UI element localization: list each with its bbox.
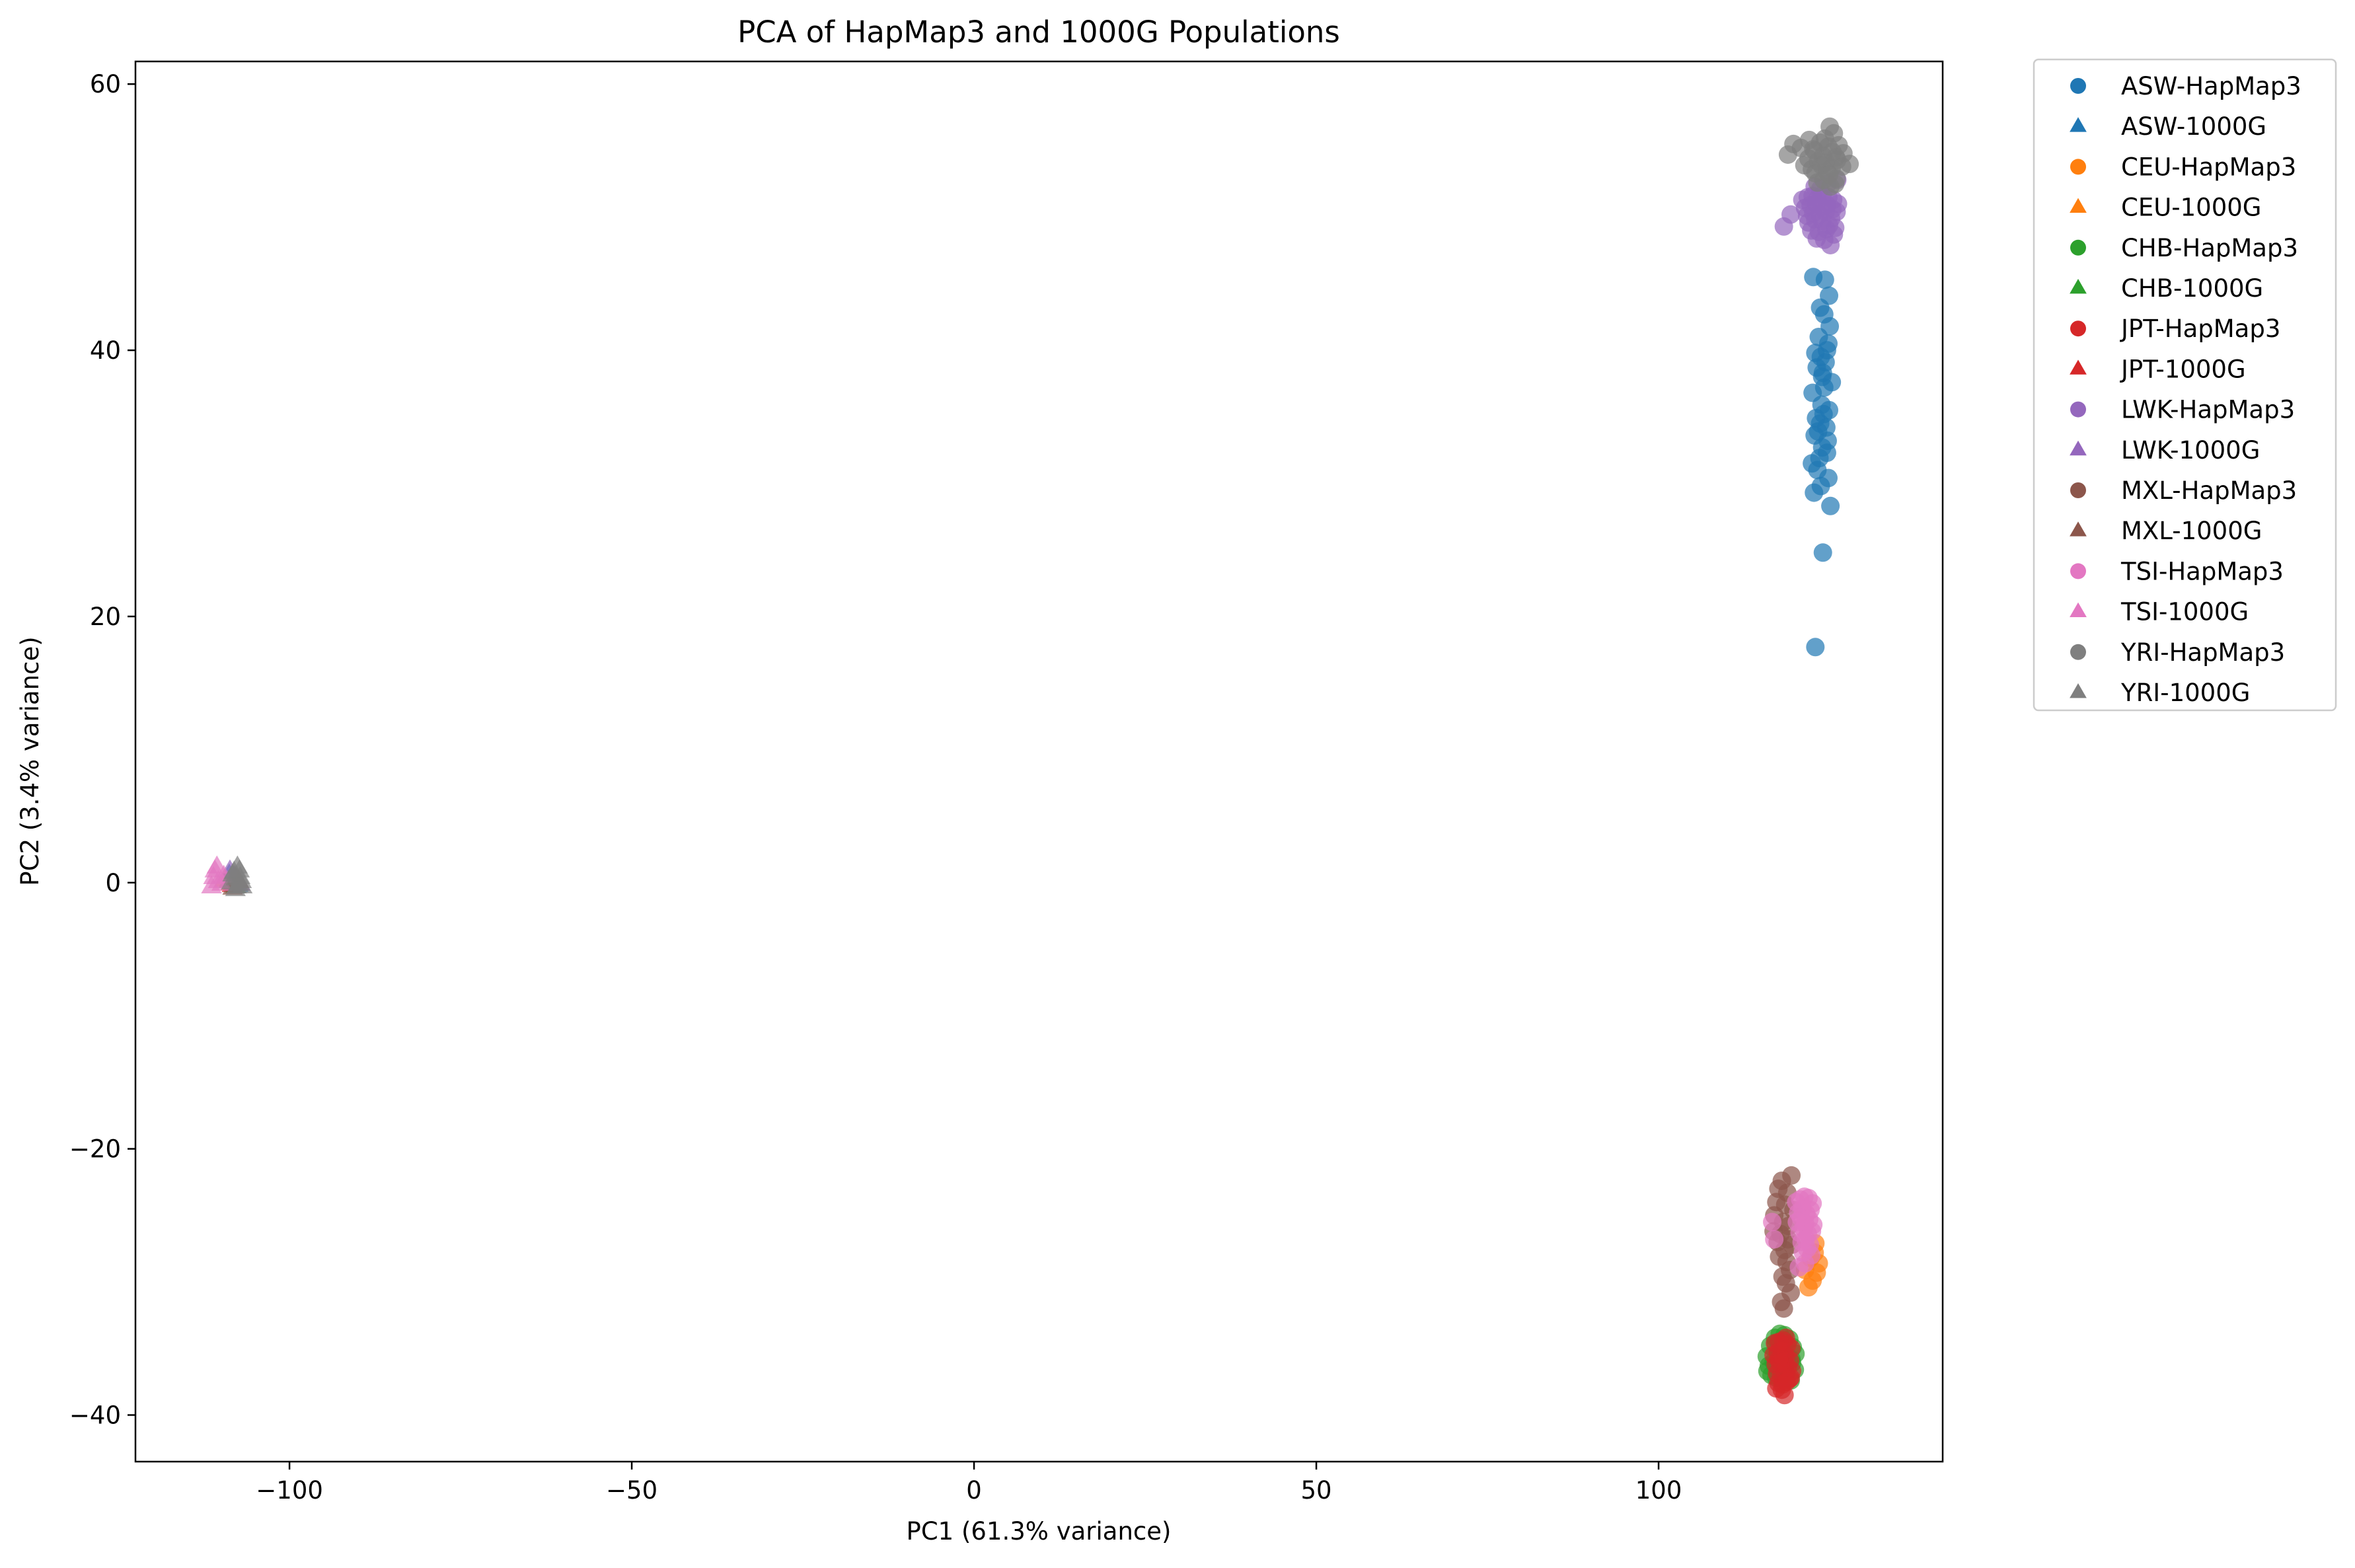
legend-label: CHB-1000G	[2121, 274, 2263, 303]
data-point-triangle	[229, 859, 250, 877]
y-tick-label: −20	[69, 1135, 121, 1164]
legend-item: JPT-HapMap3	[2070, 315, 2280, 343]
y-axis-ticks: −40 −20 0 20 40 60	[69, 70, 135, 1430]
x-tick-label: −50	[606, 1476, 657, 1505]
legend-label: ASW-HapMap3	[2121, 72, 2301, 100]
data-point-circle	[1782, 1166, 1801, 1185]
series-asw-hapmap3	[1803, 268, 1842, 657]
data-point-circle	[1789, 1257, 1809, 1277]
legend-label: MXL-1000G	[2121, 517, 2262, 545]
x-tick-label: 0	[966, 1476, 982, 1505]
x-tick-label: −100	[256, 1476, 323, 1505]
data-point-circle	[1770, 1349, 1789, 1368]
y-tick-label: −40	[69, 1401, 121, 1430]
legend-item: TSI-HapMap3	[2070, 557, 2284, 585]
data-point-circle	[1772, 1380, 1791, 1400]
y-tick-label: 20	[90, 603, 121, 631]
legend-marker-triangle	[2070, 440, 2087, 456]
series-yri-1000g	[221, 855, 253, 897]
x-tick-label: 100	[1635, 1476, 1682, 1505]
legend-label: ASW-1000G	[2121, 112, 2266, 141]
data-point-circle	[1799, 1278, 1818, 1297]
legend-marker-circle	[2070, 644, 2086, 660]
data-point-circle	[1820, 165, 1839, 184]
legend-marker-triangle	[2070, 198, 2087, 213]
legend-marker-circle	[2070, 239, 2086, 256]
legend-label: LWK-HapMap3	[2121, 396, 2295, 424]
data-point-circle	[1781, 205, 1801, 224]
legend-item: CEU-1000G	[2070, 194, 2261, 222]
legend-label: MXL-HapMap3	[2121, 476, 2297, 505]
legend-marker-circle	[2070, 159, 2086, 175]
legend-label: TSI-HapMap3	[2120, 557, 2284, 585]
y-tick-label: 60	[90, 70, 121, 98]
legend-marker-circle	[2070, 78, 2086, 94]
y-tick-label: 40	[90, 336, 121, 365]
legend-marker-triangle	[2070, 521, 2087, 537]
series-tsi-hapmap3	[1763, 1187, 1823, 1277]
legend-item: YRI-HapMap3	[2070, 638, 2285, 667]
legend: ASW-HapMap3 ASW-1000G CEU-HapMap3 CEU-1000G…	[2033, 58, 2337, 712]
data-point-circle	[1821, 496, 1840, 515]
legend-item: ASW-1000G	[2070, 112, 2266, 141]
legend-marker-triangle	[2070, 279, 2087, 294]
legend-label: CEU-1000G	[2121, 194, 2261, 222]
series-lwk-hapmap3	[1774, 170, 1848, 254]
data-point-circle	[1813, 543, 1832, 562]
legend-marker-triangle	[2070, 602, 2087, 617]
plot-frame	[134, 60, 1944, 1463]
x-axis-ticks: −100 −50 0 50 100	[256, 1462, 1682, 1505]
series-jpt-hapmap3	[1764, 1328, 1802, 1405]
legend-item: JPT-1000G	[2070, 355, 2246, 383]
legend-item: CEU-HapMap3	[2070, 153, 2296, 181]
legend-marker-triangle	[2070, 117, 2087, 132]
y-tick-label: 0	[105, 869, 121, 897]
data-point-circle	[1763, 1213, 1782, 1232]
legend-label: YRI-HapMap3	[2120, 638, 2285, 667]
legend-item: TSI-1000G	[2070, 598, 2249, 626]
x-tick-label: 50	[1301, 1476, 1332, 1505]
x-axis-label: PC1 (61.3% variance)	[907, 1517, 1172, 1546]
legend-label: JPT-1000G	[2120, 355, 2246, 383]
legend-item: CHB-HapMap3	[2070, 234, 2298, 262]
legend-frame	[2033, 58, 2337, 712]
data-point-circle	[1815, 270, 1834, 289]
data-point-triangle	[206, 855, 227, 874]
data-point-triangle	[203, 866, 224, 884]
legend-item: LWK-1000G	[2070, 436, 2260, 465]
series-yri-hapmap3	[1778, 117, 1859, 196]
legend-item: MXL-HapMap3	[2070, 476, 2297, 505]
data-point-circle	[1774, 1299, 1793, 1318]
legend-marker-circle	[2070, 563, 2086, 579]
legend-label: CEU-HapMap3	[2121, 153, 2296, 181]
legend-item: LWK-HapMap3	[2070, 396, 2295, 424]
legend-marker-triangle	[2070, 683, 2087, 698]
data-point-circle	[1804, 139, 1823, 159]
data-point-circle	[1776, 1328, 1795, 1347]
data-point-circle	[1821, 235, 1840, 254]
legend-marker-circle	[2070, 482, 2086, 498]
legend-label: YRI-1000G	[2120, 679, 2250, 707]
legend-label: TSI-1000G	[2120, 598, 2249, 626]
legend-item: YRI-1000G	[2070, 679, 2250, 707]
points-layer	[201, 117, 1859, 1405]
legend-label: CHB-HapMap3	[2121, 234, 2298, 262]
legend-marker-circle	[2070, 320, 2086, 337]
legend-label: JPT-HapMap3	[2120, 315, 2280, 343]
y-axis-label: PC2 (3.4% variance)	[16, 636, 44, 885]
legend-label: LWK-1000G	[2121, 436, 2260, 465]
data-point-circle	[1805, 483, 1824, 502]
legend-item: CHB-1000G	[2070, 274, 2263, 303]
legend-item: ASW-HapMap3	[2070, 72, 2301, 100]
data-point-circle	[1806, 638, 1825, 657]
data-point-circle	[1826, 148, 1846, 167]
legend-marker-triangle	[2070, 359, 2087, 375]
data-point-circle	[1765, 1230, 1784, 1249]
legend-item: MXL-1000G	[2070, 517, 2262, 545]
chart-title: PCA of HapMap3 and 1000G Populations	[737, 15, 1340, 50]
legend-marker-circle	[2070, 401, 2086, 418]
